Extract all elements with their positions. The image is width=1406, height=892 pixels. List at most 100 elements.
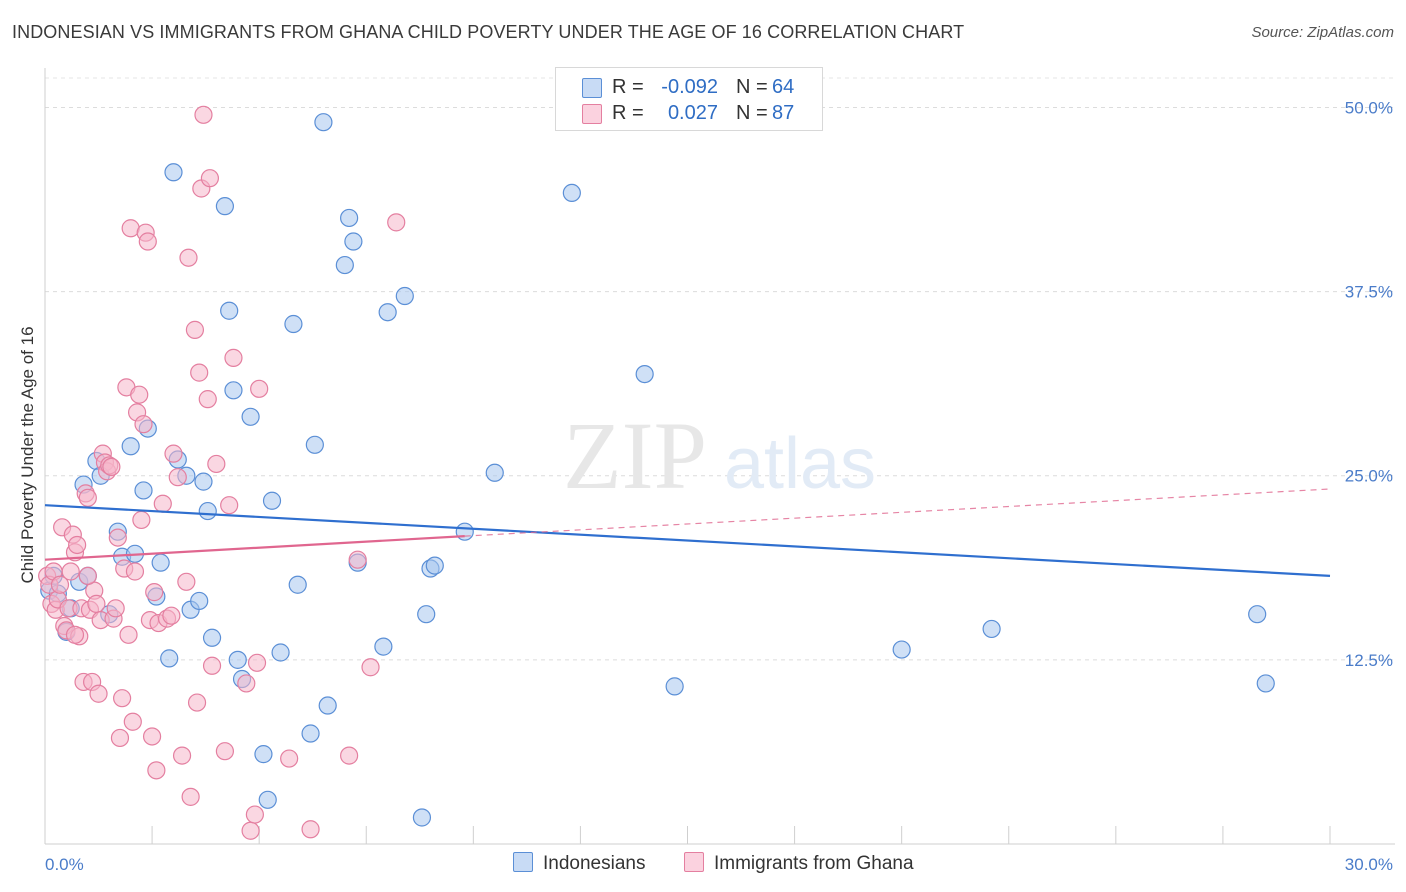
y-tick-label: 12.5%: [1345, 651, 1393, 670]
ghana-point: [224, 348, 243, 367]
ghana-point: [50, 575, 70, 594]
ghana-point: [121, 219, 140, 238]
indonesian-point: [425, 556, 444, 575]
ghana-point: [138, 232, 157, 251]
y-tick-label: 50.0%: [1345, 98, 1393, 117]
indonesian-point: [151, 553, 170, 572]
indonesian-point: [134, 481, 153, 500]
indonesian-point: [241, 407, 260, 426]
ghana-point: [164, 444, 183, 463]
indonesian-point: [160, 649, 179, 668]
ghana-point: [200, 169, 220, 188]
ghana-point: [125, 562, 145, 581]
indonesian-point: [288, 575, 307, 594]
ghana-point: [132, 510, 151, 530]
indonesian-point: [301, 724, 320, 743]
ghana-point: [185, 320, 205, 339]
indonesian-point: [224, 381, 243, 400]
indonesian-point: [262, 491, 282, 510]
ghana-point: [340, 746, 359, 765]
indonesian-trend-line: [44, 504, 1331, 577]
indonesian-point: [485, 463, 504, 482]
ghana-point: [202, 656, 222, 675]
y-tick-label: 25.0%: [1345, 467, 1393, 486]
ghana-point: [110, 728, 130, 748]
indonesian-point: [271, 643, 290, 662]
legend-r-label: R =: [612, 102, 644, 124]
indonesian-point: [665, 677, 684, 696]
indonesian-point: [982, 619, 1001, 639]
ghana-trend-line: [44, 535, 465, 561]
indonesian-point: [220, 301, 239, 320]
ghana-point: [153, 494, 172, 513]
ghana-point: [198, 390, 217, 409]
legend-r-label: R =: [612, 76, 644, 98]
legend-n-value: 87: [772, 102, 795, 124]
legend-row-indonesians: R = -0.092 N = 64: [556, 76, 822, 102]
indonesian-point: [215, 197, 234, 216]
legend-item-ghana[interactable]: Immigrants from Ghana: [684, 852, 914, 875]
ghana-point: [172, 746, 192, 765]
indonesian-point: [562, 183, 581, 202]
indonesian-point: [164, 163, 183, 182]
legend-n-value: 64: [772, 76, 795, 98]
indonesian-point: [318, 696, 337, 715]
legend-label-ghana: Immigrants from Ghana: [714, 853, 914, 874]
ghana-point: [181, 787, 200, 806]
grid-layer: [45, 77, 1395, 661]
indonesian-point: [258, 790, 277, 809]
ghana-point: [220, 496, 239, 515]
x-tick-label: 30.0%: [1345, 855, 1393, 874]
ghana-point: [168, 468, 187, 487]
ghana-point: [207, 454, 226, 474]
axis-layer: 12.5% 25.0% 37.5% 50.0% 0.0% 30.0%: [44, 68, 1395, 874]
point-layer: [38, 105, 1275, 840]
indonesian-point: [305, 435, 324, 454]
ghana-point: [68, 535, 87, 555]
ghana-point: [65, 625, 85, 644]
ghana-point: [87, 594, 106, 613]
ghana-point: [145, 583, 164, 602]
legend-row-ghana: R = 0.027 N = 87: [556, 102, 822, 128]
legend-item-indonesians[interactable]: Indonesians: [513, 852, 645, 875]
indonesian-point: [254, 745, 273, 764]
chart-title: INDONESIAN VS IMMIGRANTS FROM GHANA CHIL…: [12, 22, 965, 42]
indonesian-point: [417, 605, 436, 624]
legend-swatch-blue: [513, 852, 533, 872]
trend-layer: [44, 488, 1331, 577]
y-tick-label: 37.5%: [1345, 283, 1393, 302]
indonesian-point: [892, 640, 911, 659]
indonesian-point: [228, 650, 247, 669]
indonesian-point: [455, 522, 474, 541]
x-tick-label: 0.0%: [45, 855, 84, 874]
ghana-point: [247, 653, 267, 672]
ghana-point: [187, 693, 207, 712]
ghana-point: [106, 599, 125, 618]
ghana-point: [215, 742, 234, 761]
indonesian-point: [378, 303, 397, 322]
indonesian-point: [340, 208, 359, 228]
ghana-point: [162, 606, 181, 625]
legend-n-label: N =: [736, 102, 768, 124]
legend-swatch-pink: [684, 852, 704, 872]
ghana-point: [61, 562, 80, 581]
ghana-point: [250, 379, 269, 398]
ghana-point: [190, 363, 209, 382]
ghana-point: [119, 625, 138, 644]
ghana-point: [89, 684, 108, 703]
legend-r-value: -0.092: [661, 76, 718, 98]
legend-n-label: N =: [736, 76, 768, 98]
legend-swatch-pink: [582, 104, 602, 124]
ghana-point: [179, 248, 198, 267]
ghana-point: [78, 566, 97, 586]
ghana-point: [245, 805, 264, 824]
legend-r-value: 0.027: [667, 102, 718, 124]
indonesian-point: [190, 591, 209, 611]
indonesian-point: [284, 314, 303, 334]
y-axis-label: Child Poverty Under the Age of 16: [18, 326, 37, 583]
indonesian-point: [344, 232, 363, 251]
indonesian-point: [1256, 674, 1275, 693]
indonesian-point: [635, 364, 654, 384]
watermark-atlas: atlas: [724, 424, 876, 504]
watermark-zip: ZIP: [563, 402, 707, 509]
